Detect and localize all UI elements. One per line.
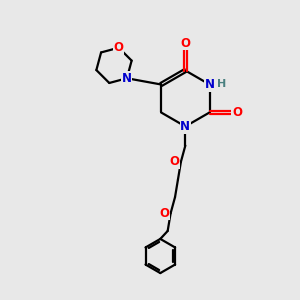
Text: N: N [180, 120, 190, 133]
Text: N: N [122, 72, 132, 85]
Text: O: O [169, 155, 179, 168]
Text: O: O [159, 207, 169, 220]
Text: O: O [180, 37, 190, 50]
Text: N: N [205, 78, 214, 91]
Text: O: O [232, 106, 242, 119]
Text: H: H [217, 80, 226, 89]
Text: O: O [114, 41, 124, 54]
